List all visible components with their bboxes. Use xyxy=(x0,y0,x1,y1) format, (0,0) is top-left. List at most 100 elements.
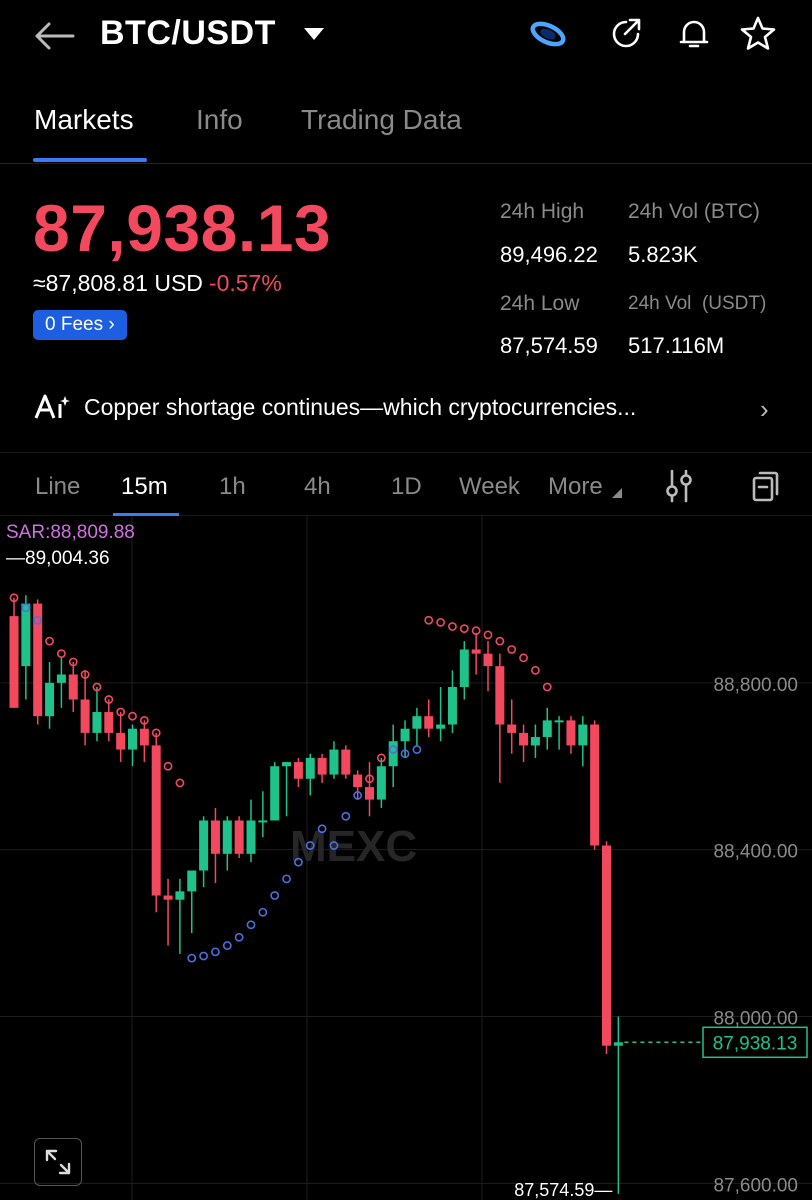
low-label: 24h Low xyxy=(500,292,580,315)
candle-body xyxy=(376,766,386,800)
sar-dot xyxy=(436,617,445,627)
candle xyxy=(293,757,303,788)
candle-body xyxy=(542,720,552,738)
candle xyxy=(80,670,90,746)
sar-dot xyxy=(293,857,303,867)
sar-dot xyxy=(412,745,422,754)
candle xyxy=(329,741,339,779)
vol-btc-value: 5.823K xyxy=(628,242,698,267)
tab-trading-data[interactable]: Trading Data xyxy=(301,104,462,135)
candle xyxy=(388,724,398,788)
sar-dot xyxy=(33,615,43,625)
news-banner[interactable]: Copper shortage continues—which cryptocu… xyxy=(0,384,812,432)
sar-dot xyxy=(234,932,244,942)
candle-body xyxy=(507,724,517,733)
candle-body xyxy=(56,674,66,683)
sar-dot xyxy=(531,665,540,675)
interval-more[interactable]: More xyxy=(548,473,603,500)
bell-icon[interactable] xyxy=(674,14,714,54)
candle-body xyxy=(341,749,351,775)
interval-1d[interactable]: 1D xyxy=(391,473,422,500)
back-arrow-icon[interactable] xyxy=(30,16,78,56)
interval-15m[interactable]: 15m xyxy=(121,473,168,500)
candle-body xyxy=(400,728,410,742)
pair-title[interactable]: BTC/USDT xyxy=(100,14,276,52)
candle-body xyxy=(602,845,611,1046)
interval-4h[interactable]: 4h xyxy=(304,473,331,500)
sar-dot xyxy=(21,603,31,613)
candle xyxy=(45,661,55,729)
candle xyxy=(554,716,564,750)
candle xyxy=(566,716,576,754)
price-chart[interactable]: MEXC 88,800.00 88,400.00 88,000.00 87,600.0… xyxy=(0,516,812,1200)
candle-body xyxy=(175,891,185,900)
sar-dot xyxy=(448,622,457,631)
candle-body xyxy=(234,820,244,854)
interval-line[interactable]: Line xyxy=(35,473,81,500)
interval-week[interactable]: Week xyxy=(459,473,520,500)
candle-body xyxy=(210,820,220,854)
sar-dot xyxy=(175,778,185,788)
candle-body xyxy=(554,720,564,723)
y-axis-tick-label: 88,400.00 xyxy=(713,842,798,863)
candlestick-chart[interactable]: MEXC 88,800.00 88,400.00 88,000.00 87,600.0… xyxy=(0,516,812,1200)
candle-body xyxy=(317,757,327,775)
candle-body xyxy=(116,732,126,750)
sar-dot xyxy=(80,670,90,679)
candle xyxy=(602,841,611,1055)
chevron-right-icon[interactable]: › xyxy=(760,394,769,424)
candle-body xyxy=(104,712,114,733)
tab-info[interactable]: Info xyxy=(196,104,243,135)
interval-bar: Line 15m 1h 4h 1D Week More xyxy=(0,452,812,516)
low-value: 87,574.59 xyxy=(500,333,598,358)
sar-dot xyxy=(365,774,374,784)
sar-dot xyxy=(305,841,315,850)
candle-body xyxy=(530,737,540,746)
candle xyxy=(305,753,315,796)
indicator-settings-icon[interactable] xyxy=(662,469,696,503)
sar-dot xyxy=(92,682,102,692)
sar-dot xyxy=(282,874,291,884)
candle-body xyxy=(80,699,90,733)
sar-dot xyxy=(45,636,54,646)
sar-dot xyxy=(495,636,505,646)
share-icon[interactable] xyxy=(606,14,646,54)
candle-body xyxy=(353,774,363,788)
sar-dot xyxy=(341,811,351,821)
candle xyxy=(495,653,505,783)
price-change: -0.57% xyxy=(208,270,282,296)
sar-dot xyxy=(68,657,78,667)
vol-usdt-value: 517.116M xyxy=(628,333,725,358)
candle xyxy=(68,661,78,713)
expand-chart-icon[interactable] xyxy=(34,1138,82,1186)
sar-dot xyxy=(471,626,481,636)
candle xyxy=(400,720,410,758)
candle-body xyxy=(613,1042,623,1046)
last-price-tag-text: 87,938.13 xyxy=(713,1033,798,1054)
caret-down-icon[interactable] xyxy=(304,28,324,40)
news-headline[interactable]: Copper shortage continues—which cryptocu… xyxy=(84,394,637,420)
fees-badge[interactable]: 0 Fees › xyxy=(33,310,127,340)
vol-btc-label: 24h Vol (BTC) xyxy=(628,200,760,223)
sar-dot xyxy=(353,791,363,800)
candle-body xyxy=(424,716,434,729)
candle-body xyxy=(9,616,19,708)
candle xyxy=(436,687,446,742)
candle xyxy=(376,757,386,808)
candle xyxy=(590,720,600,850)
more-caret-icon[interactable] xyxy=(612,488,622,498)
candle xyxy=(222,816,232,871)
candle xyxy=(412,707,422,746)
candle xyxy=(56,657,66,708)
star-icon[interactable] xyxy=(738,14,778,54)
candle-body xyxy=(578,724,588,746)
candle-body xyxy=(365,787,374,800)
sar-dot xyxy=(424,615,434,625)
tab-markets[interactable]: Markets xyxy=(34,104,134,135)
interval-1h[interactable]: 1h xyxy=(219,473,246,500)
copy-layout-icon[interactable] xyxy=(748,469,782,503)
sar-dot xyxy=(459,624,469,634)
mexc-brand-icon[interactable] xyxy=(528,14,568,54)
candle xyxy=(317,753,327,783)
candle xyxy=(578,716,588,767)
